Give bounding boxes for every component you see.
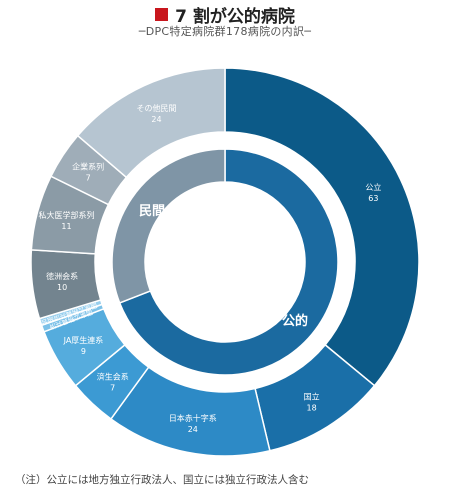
outer-value-7: 10 bbox=[57, 283, 67, 292]
title-text: 7 割が公的病院 bbox=[175, 7, 295, 27]
outer-slice-e3819de381aee4bb96e6b091-10 bbox=[76, 67, 226, 179]
chart-title: 7 割が公的病院 bbox=[0, 2, 450, 27]
outer-label-1: 国立 bbox=[304, 391, 320, 401]
inner-label-1: 民間 bbox=[139, 204, 165, 219]
outer-label-3: 済生会系 bbox=[97, 372, 129, 382]
chart-subtitle: ─DPC特定病院群178病院の内訳─ bbox=[138, 25, 312, 38]
outer-label-2: 日本赤十字系 bbox=[169, 413, 217, 423]
outer-value-2: 24 bbox=[188, 425, 198, 434]
outer-label-0: 公立 bbox=[365, 182, 381, 192]
outer-label-10: その他民間 bbox=[137, 103, 177, 113]
outer-slice-e585ace7ab8b-0 bbox=[224, 67, 420, 387]
inner-label-0: 公的 bbox=[282, 313, 308, 329]
donut-chart: 公立63国立18日本赤十字系24済生会系7JA厚生連系9国家公務員共済国家公務員… bbox=[30, 67, 420, 457]
outer-value-10: 24 bbox=[151, 115, 161, 124]
outer-value-3: 7 bbox=[110, 384, 115, 393]
outer-label-7: 徳洲会系 bbox=[46, 271, 78, 281]
outer-value-8: 11 bbox=[61, 222, 71, 231]
inner-slice-e6b091e99693-1 bbox=[111, 148, 226, 304]
outer-value-0: 63 bbox=[368, 194, 378, 203]
outer-value-9: 7 bbox=[86, 174, 91, 183]
outer-label-8: 私大医学部系列 bbox=[39, 210, 95, 220]
outer-label-4: JA厚生連系 bbox=[63, 335, 104, 345]
outer-label-9: 企業系列 bbox=[72, 162, 104, 172]
outer-value-4: 9 bbox=[81, 347, 86, 356]
inner-slice-e585ace79a84-0 bbox=[118, 148, 339, 376]
title-marker-icon bbox=[155, 8, 169, 21]
outer-value-1: 18 bbox=[307, 403, 317, 412]
footnote: （注）公立には地方独立行政法人、国立には独立行政法人含む bbox=[15, 474, 309, 486]
